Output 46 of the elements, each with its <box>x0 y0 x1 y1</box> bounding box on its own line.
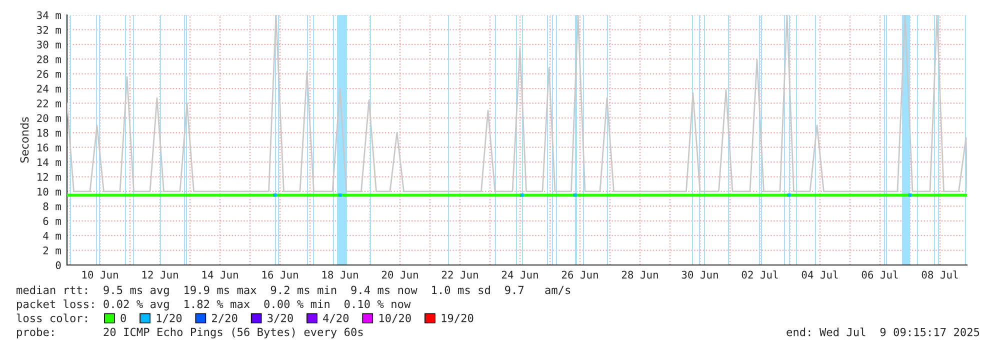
y-tick-label: 10 m <box>38 188 61 196</box>
y-tick-label: 28 m <box>37 55 61 64</box>
y-tick-label: 2 m <box>43 246 61 254</box>
x-tick-label: 24 Jun <box>502 270 538 279</box>
legend-label: 3/20 <box>268 314 293 324</box>
legend-label: 2/20 <box>212 314 238 324</box>
y-tick-label: 6 m <box>43 217 61 226</box>
x-tick-label: 18 Jun <box>322 270 358 279</box>
text: packet loss: 0.02 % avg 1.82 % max 0.00 % min 0.10 % now <box>17 300 411 310</box>
text: probe: 20 ICMP Echo Pings (56 Bytes) every 60s <box>17 328 363 338</box>
y-tick-label: 26 m <box>37 70 61 78</box>
x-tick-label: 06 Jul <box>862 270 898 279</box>
x-tick-label: 26 Jun <box>562 270 598 279</box>
x-tick-label: 14 Jun <box>202 270 238 279</box>
y-tick-label: 0 <box>56 261 61 270</box>
y-tick-label: 32 m <box>37 26 61 34</box>
x-tick-label: 08 Jul <box>922 270 958 279</box>
y-tick-label: 4 m <box>43 232 61 240</box>
y-tick-label: 34 m <box>37 11 61 20</box>
y-tick-label: 18 m <box>38 128 61 137</box>
text: loss color: <box>16 314 87 322</box>
y-tick-label: 14 m <box>38 158 61 166</box>
x-tick-label: 12 Jun <box>142 270 178 279</box>
y-tick-label: 24 m <box>37 84 61 93</box>
x-tick-label: 22 Jun <box>442 270 478 279</box>
legend-label: 10/20 <box>379 314 411 324</box>
legend-label: 1/20 <box>156 314 182 324</box>
x-tick-label: 28 Jun <box>622 270 658 279</box>
x-tick-label: 20 Jun <box>382 270 418 279</box>
y-tick-label: 22 m <box>37 99 61 108</box>
x-tick-label: 30 Jun <box>682 270 718 279</box>
legend-label: 19/20 <box>442 314 474 324</box>
y-tick-label: 8 m <box>43 202 61 210</box>
x-tick-label: 02 Jul <box>742 270 778 279</box>
x-tick-label: 10 Jun <box>82 270 118 279</box>
y-tick-label: 16 m <box>38 144 61 152</box>
y-tick-label: 30 m <box>37 40 61 49</box>
y-tick-label: 20 m <box>37 114 61 122</box>
text: median rtt: 9.5 ms avg 19.9 ms max 9.2 ms min 9.4 ms now 1.0 ms sd 9.7 am/s <box>16 286 570 296</box>
text: end: Wed Jul 9 09:15:17 2025 <box>786 328 980 336</box>
legend-label: 0 <box>120 314 126 322</box>
y-tick-label: 12 m <box>38 173 61 181</box>
x-tick-label: 16 Jun <box>262 270 298 279</box>
y-axis-title: Seconds <box>20 117 29 163</box>
x-tick-label: 04 Jul <box>802 270 838 279</box>
legend-label: 4/20 <box>323 314 349 324</box>
